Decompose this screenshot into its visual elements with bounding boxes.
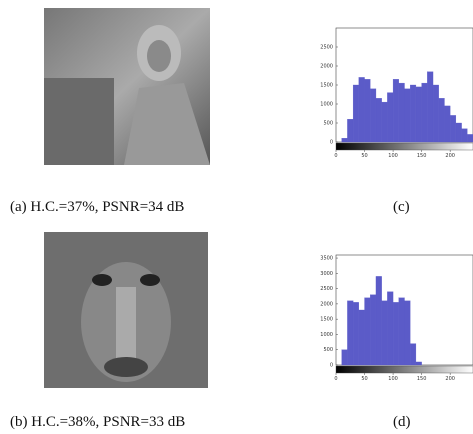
image-baboon xyxy=(44,232,208,388)
x-tick-label: 100 xyxy=(388,153,398,159)
x-tick-label: 50 xyxy=(361,376,367,382)
image-barbara xyxy=(44,8,210,165)
y-tick-label: 1000 xyxy=(320,332,333,338)
bar xyxy=(398,82,405,143)
bar xyxy=(370,88,377,143)
bar xyxy=(392,79,399,143)
bar xyxy=(410,84,417,143)
caption: (b) H.C.=38%, PSNR=33 dB xyxy=(10,414,186,430)
bar xyxy=(341,349,348,366)
y-tick-label: 0 xyxy=(330,363,333,369)
bar xyxy=(341,138,348,143)
caption: (c) xyxy=(393,199,410,215)
bar xyxy=(352,302,359,366)
x-tick-label: 100 xyxy=(388,376,398,382)
x-tick-label: 150 xyxy=(417,153,427,159)
x-tick-label: 200 xyxy=(445,153,455,159)
bar xyxy=(404,300,411,366)
bar xyxy=(347,300,354,366)
bar xyxy=(358,77,365,143)
y-tick-label: 500 xyxy=(323,347,333,353)
caption: (a) H.C.=37%, PSNR=34 dB xyxy=(10,199,185,215)
histogram: 0 500 1000 1500 2000 2500 0 50 100 150 200 xyxy=(320,27,473,159)
y-tick-label: 2500 xyxy=(320,45,333,51)
histogram: 0 500 1000 1500 2000 2500 3000 3500 0 50 100 150 200 xyxy=(320,254,473,382)
bar xyxy=(347,119,354,143)
y-tick-label: 0 xyxy=(330,140,333,146)
bar xyxy=(387,92,394,143)
gray-scale-bar xyxy=(335,365,473,374)
y-tick-label: 1500 xyxy=(320,83,333,89)
bar xyxy=(370,294,377,366)
y-tick-label: 3500 xyxy=(320,256,333,262)
bar xyxy=(381,101,388,143)
bar xyxy=(387,291,394,366)
y-tick-label: 1500 xyxy=(320,317,333,323)
bar xyxy=(467,134,473,143)
bar xyxy=(375,276,382,366)
gray-scale-bar xyxy=(335,142,473,151)
bar xyxy=(432,84,439,143)
bar xyxy=(421,82,428,143)
x-tick-label: 200 xyxy=(445,376,455,382)
y-tick-label: 2500 xyxy=(320,286,333,292)
bar xyxy=(375,98,382,143)
bar xyxy=(364,297,371,366)
bar xyxy=(415,361,422,366)
caption: (d) xyxy=(393,414,411,430)
x-tick-label: 0 xyxy=(334,153,337,159)
bar xyxy=(415,86,422,143)
bar xyxy=(438,98,445,143)
y-tick-label: 2000 xyxy=(320,301,333,307)
bar xyxy=(455,122,462,143)
bar xyxy=(444,105,451,143)
bar xyxy=(410,343,417,366)
bar xyxy=(352,84,359,143)
y-tick-label: 3000 xyxy=(320,271,333,277)
bar xyxy=(404,88,411,143)
x-tick-label: 0 xyxy=(334,376,337,382)
bar xyxy=(364,79,371,143)
bar xyxy=(461,128,468,143)
y-tick-label: 500 xyxy=(323,121,333,127)
y-tick-label: 1000 xyxy=(320,102,333,108)
x-tick-label: 150 xyxy=(417,376,427,382)
bar xyxy=(392,302,399,366)
bar xyxy=(358,309,365,366)
bar xyxy=(398,297,405,366)
bar xyxy=(381,300,388,366)
x-tick-label: 50 xyxy=(361,153,367,159)
y-tick-label: 2000 xyxy=(320,64,333,70)
bar xyxy=(427,71,434,143)
bar xyxy=(450,115,457,143)
